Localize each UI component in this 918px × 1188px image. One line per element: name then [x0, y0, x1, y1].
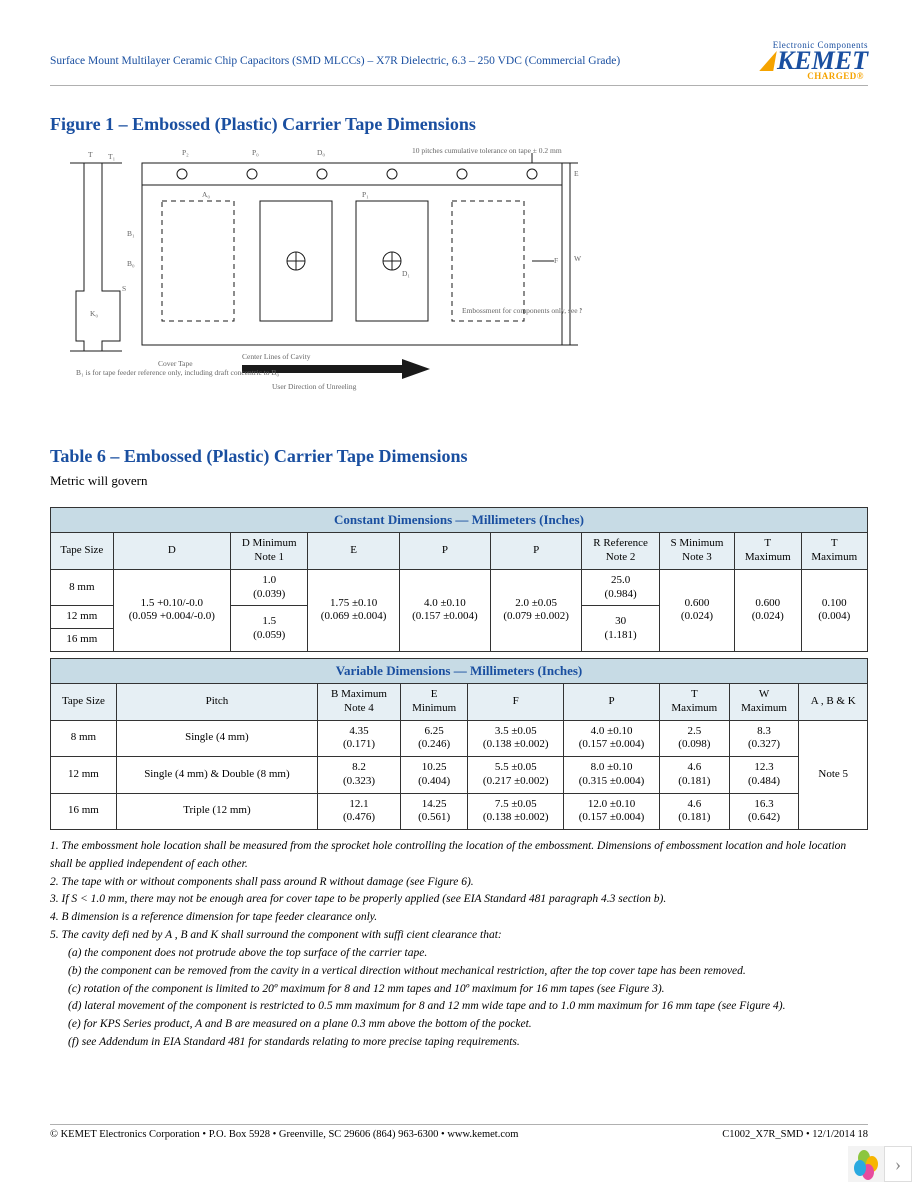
table-6-notes: 1. The embossment hole location shall be…: [50, 838, 868, 1052]
table-6-title: Table 6 – Embossed (Plastic) Carrier Tap…: [50, 446, 868, 467]
subnote-b: (b) the component can be removed from th…: [50, 963, 868, 981]
svg-text:W: W: [574, 254, 582, 263]
brand-logo: Electronic Components KEMET CHARGED®: [761, 40, 868, 81]
svg-text:10 pitches cumulative toleranc: 10 pitches cumulative tolerance on tape …: [412, 146, 562, 155]
svg-text:K₀: K₀: [90, 309, 98, 318]
note-4: 4. B dimension is a reference dimension …: [50, 909, 868, 927]
next-page-button[interactable]: ›: [884, 1146, 912, 1182]
svg-text:F: F: [554, 256, 558, 265]
svg-text:User Direction of Unreeling: User Direction of Unreeling: [272, 382, 357, 391]
svg-text:S: S: [122, 284, 126, 293]
subnote-f: (f) see Addendum in EIA Standard 481 for…: [50, 1034, 868, 1052]
page-header: Surface Mount Multilayer Ceramic Chip Ca…: [50, 40, 868, 86]
subnote-a: (a) the component does not protrude abov…: [50, 945, 868, 963]
table-constant-dimensions: Constant Dimensions — Millimeters (Inche…: [50, 507, 868, 652]
note-1: 1. The embossment hole location shall be…: [50, 838, 868, 874]
header-doc-title: Surface Mount Multilayer Ceramic Chip Ca…: [50, 55, 620, 67]
subnote-e: (e) for KPS Series product, A and B are …: [50, 1016, 868, 1034]
footer-right: C1002_X7R_SMD • 12/1/2014 18: [722, 1129, 868, 1140]
svg-text:B₀: B₀: [127, 259, 135, 268]
svg-text:P₀: P₀: [252, 148, 259, 157]
brand-triangle-icon: [759, 51, 777, 71]
note-2: 2. The tape with or without components s…: [50, 874, 868, 892]
figure-1-diagram: T T₁ S P₂ P₀ D₀ 10 pitches cumulative to…: [62, 141, 868, 406]
page-footer: © KEMET Electronics Corporation • P.O. B…: [50, 1124, 868, 1140]
note-5: 5. The cavity defi ned by A , B and K sh…: [50, 927, 868, 945]
svg-text:Embossment for components only: Embossment for components only, see Note…: [462, 306, 582, 315]
svg-text:T: T: [88, 150, 93, 159]
table-variable-dimensions: Variable Dimensions — Millimeters (Inche…: [50, 658, 868, 830]
svg-text:P₂: P₂: [182, 148, 189, 157]
svg-text:Center Lines of Cavity: Center Lines of Cavity: [242, 352, 311, 361]
constant-band: Constant Dimensions — Millimeters (Inche…: [51, 508, 868, 533]
table-6-subtitle: Metric will govern: [50, 473, 868, 489]
svg-text:Cover Tape: Cover Tape: [158, 359, 193, 368]
subnote-c: (c) rotation of the component is limited…: [50, 981, 868, 999]
svg-text:P₁: P₁: [362, 190, 369, 199]
svg-text:A₀: A₀: [202, 190, 210, 199]
svg-text:D₁: D₁: [402, 269, 410, 278]
footer-left: © KEMET Electronics Corporation • P.O. B…: [50, 1129, 518, 1140]
subnote-d: (d) lateral movement of the component is…: [50, 998, 868, 1016]
variable-band: Variable Dimensions — Millimeters (Inche…: [51, 658, 868, 683]
pdf-pager: ›: [848, 1146, 912, 1182]
svg-text:B₁: B₁: [127, 229, 135, 238]
svg-text:E: E: [574, 169, 579, 178]
note-3: 3. If S < 1.0 mm, there may not be enoug…: [50, 891, 868, 909]
svg-text:T₁: T₁: [108, 152, 116, 161]
viewer-logo-icon: [848, 1146, 884, 1182]
svg-text:D₀: D₀: [317, 148, 325, 157]
figure-1-title: Figure 1 – Embossed (Plastic) Carrier Ta…: [50, 114, 868, 135]
svg-text:B₁ is for tape feeder referenc: B₁ is for tape feeder reference only, in…: [76, 368, 279, 377]
